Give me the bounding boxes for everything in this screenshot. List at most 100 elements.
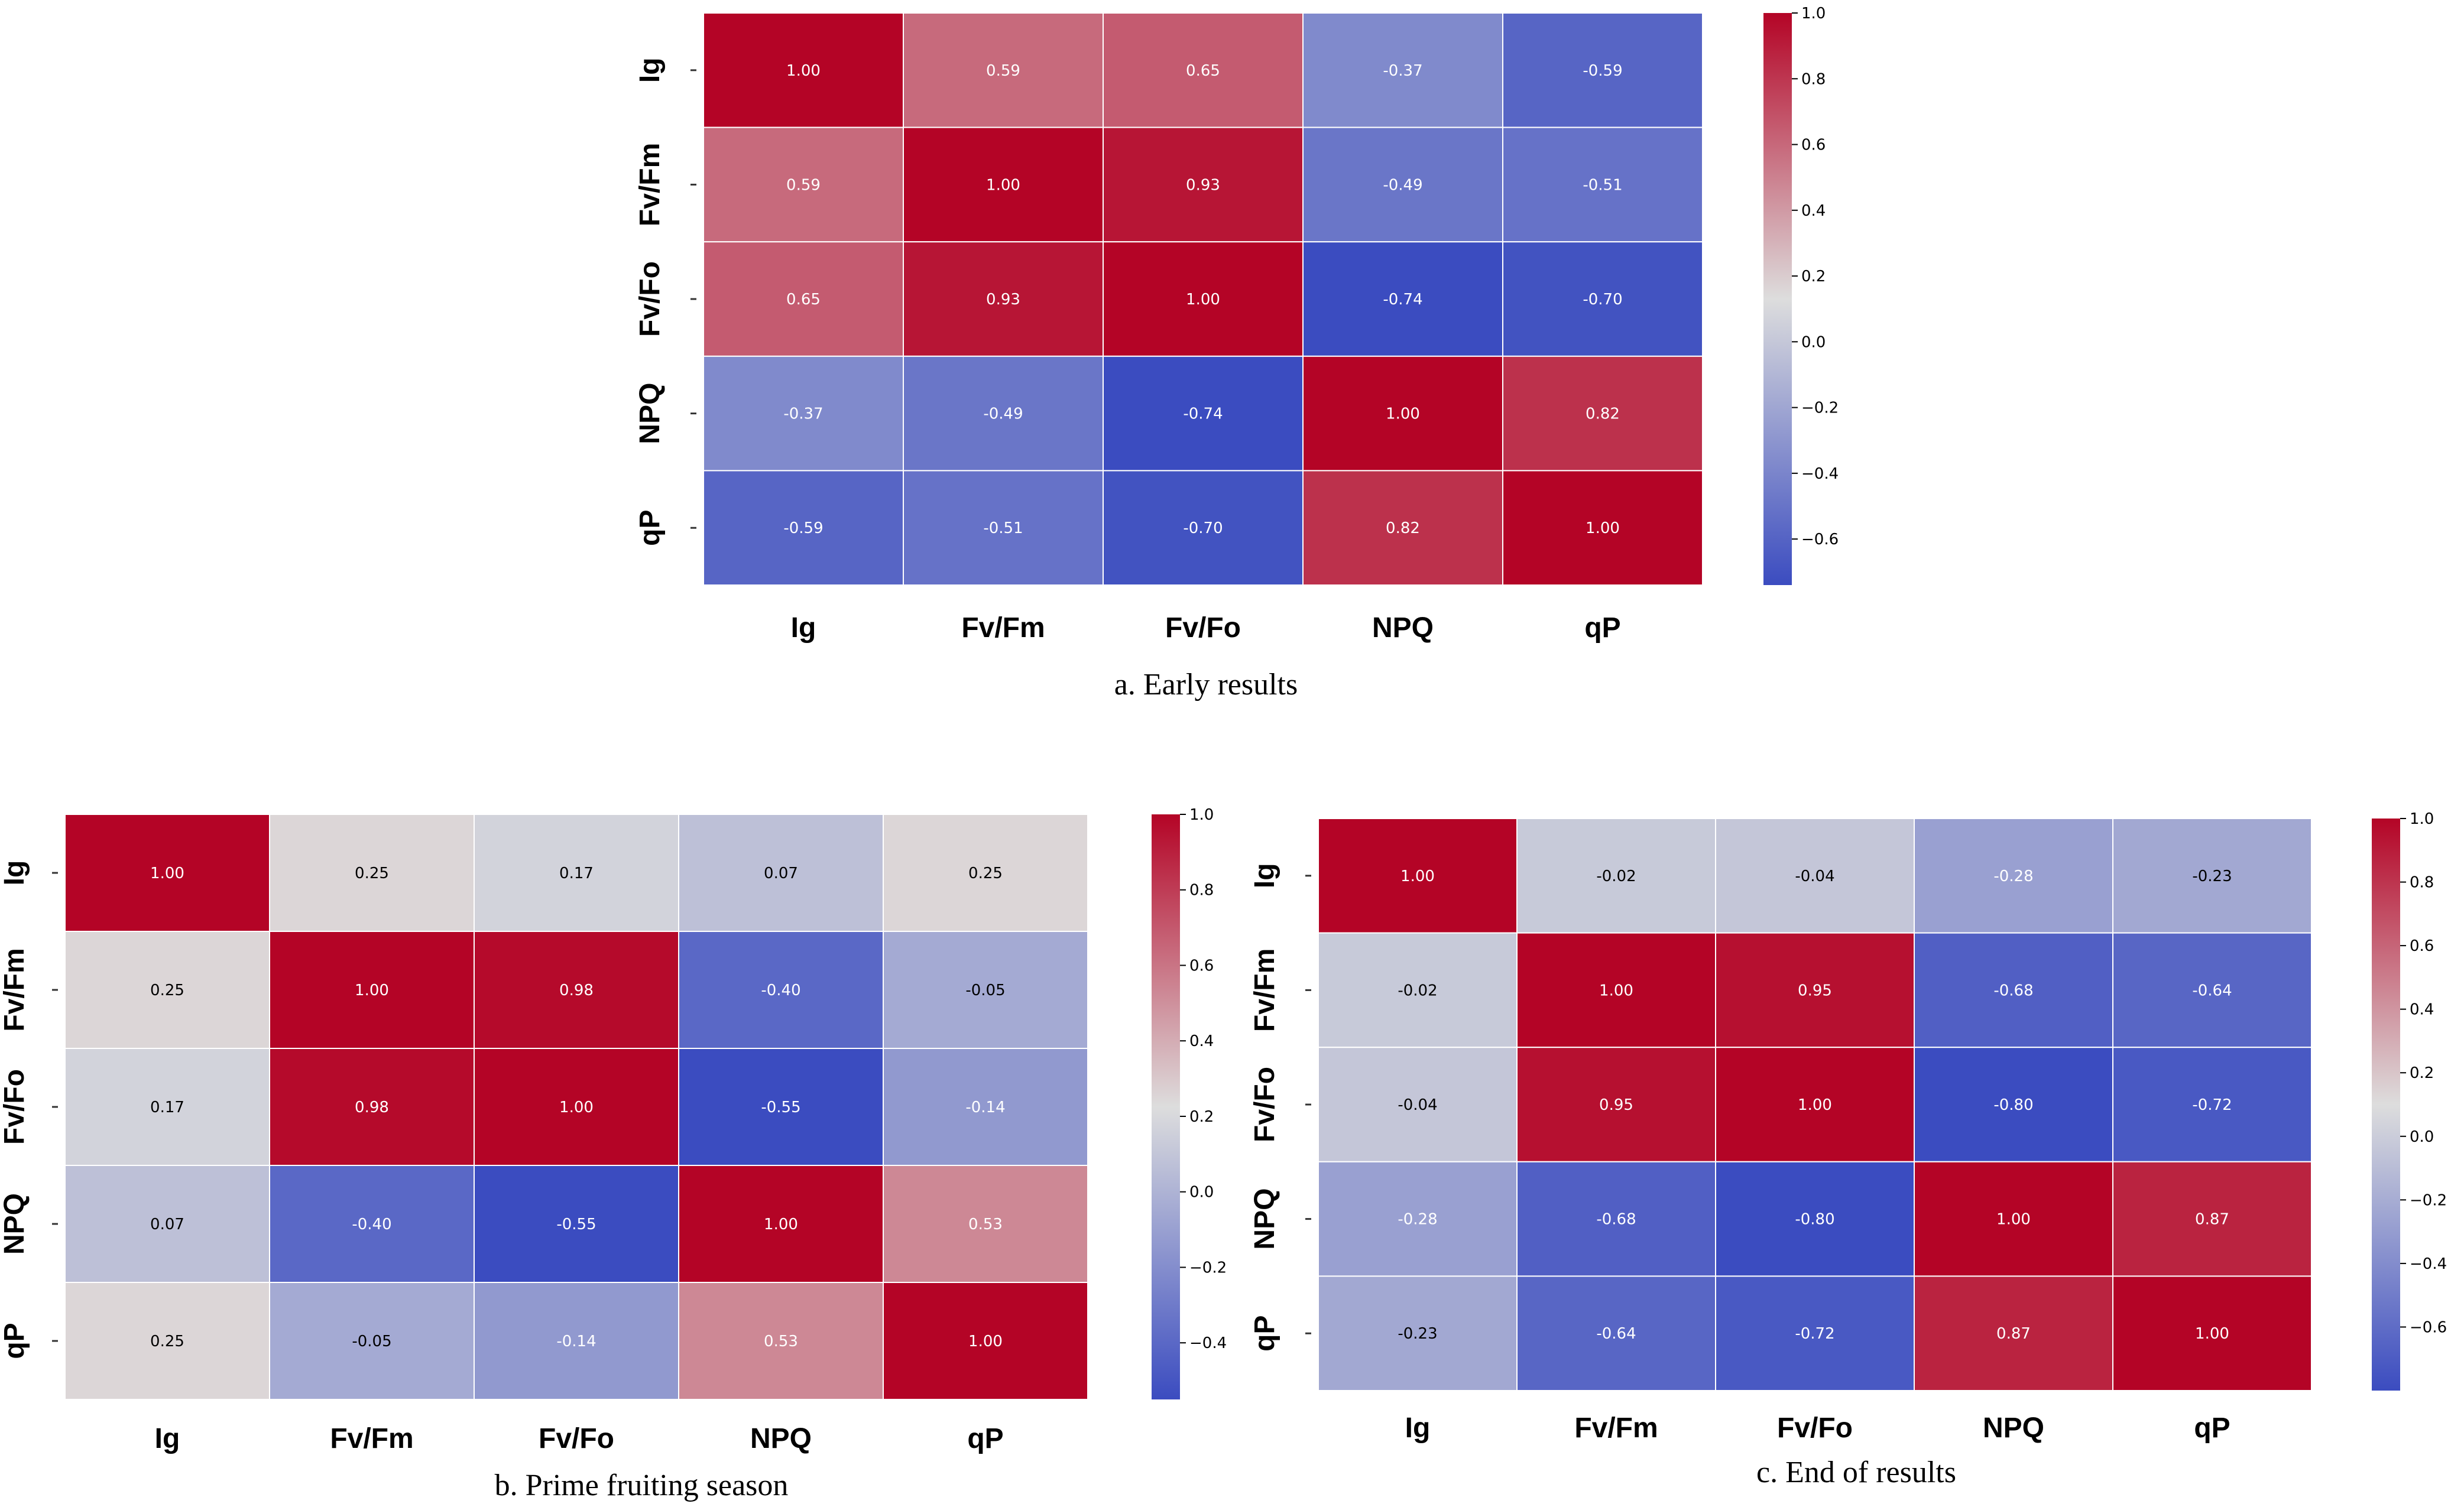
y-tick-label: Fv/Fm bbox=[634, 143, 666, 226]
cell-value-label: -0.74 bbox=[1383, 291, 1422, 308]
cell-value-label: -0.72 bbox=[2192, 1096, 2232, 1114]
cell-value-label: 0.82 bbox=[1586, 405, 1620, 423]
y-tick-label: qP bbox=[1249, 1316, 1280, 1352]
y-tick-label: qP bbox=[634, 510, 666, 546]
x-tick-label: Fv/Fm bbox=[1574, 1412, 1658, 1444]
heatmap-cell bbox=[1516, 818, 1716, 934]
cell-value-label: 0.65 bbox=[786, 291, 821, 308]
y-tick-label: Fv/Fo bbox=[1249, 1067, 1280, 1142]
colorbar-tick-label: 0.6 bbox=[2410, 937, 2434, 955]
heatmap-cell bbox=[64, 1282, 270, 1400]
heatmap-cell bbox=[1516, 932, 1716, 1048]
cell-value-label: -0.59 bbox=[783, 519, 823, 537]
cell-value-label: -0.51 bbox=[1583, 176, 1622, 194]
cell-value-label: -0.14 bbox=[965, 1099, 1005, 1116]
y-tick-label: Ig bbox=[1249, 863, 1280, 888]
cell-value-label: 1.00 bbox=[1599, 982, 1633, 999]
cell-value-label: -0.28 bbox=[1993, 868, 2033, 885]
cell-value-label: -0.68 bbox=[1993, 982, 2033, 999]
cell-value-label: 0.25 bbox=[968, 865, 1003, 882]
cell-value-label: 0.07 bbox=[150, 1216, 184, 1233]
cell-value-label: -0.74 bbox=[1183, 405, 1223, 423]
colorbar-tick-label: 0.6 bbox=[1801, 137, 1826, 154]
heatmap-cell bbox=[2112, 932, 2312, 1048]
heatmap-cell bbox=[903, 470, 1104, 586]
cell-value-label: -0.80 bbox=[1993, 1096, 2033, 1114]
y-tick-label: Fv/Fm bbox=[1249, 949, 1280, 1032]
cell-value-label: 0.95 bbox=[1798, 982, 1832, 999]
colorbar-tick-label: 0.0 bbox=[2410, 1128, 2434, 1146]
cell-value-label: 0.17 bbox=[150, 1099, 184, 1116]
heatmap-panel-b: 1.00 0.25 0.17 0.07 0.25 0.25 1.00 0.98 -0.40 -0.… bbox=[0, 806, 1227, 1454]
x-tick-label: Fv/Fo bbox=[1777, 1412, 1853, 1444]
cell-value-label: -0.72 bbox=[1795, 1325, 1834, 1343]
cell-value-label: -0.51 bbox=[983, 519, 1023, 537]
colorbar-tick-label: 1.0 bbox=[2410, 810, 2434, 828]
cell-value-label: 1.00 bbox=[1186, 291, 1220, 308]
colorbar bbox=[1152, 814, 1180, 1399]
caption-panel-a: a. Early results bbox=[1114, 668, 1298, 701]
cell-value-label: 0.25 bbox=[355, 865, 389, 882]
heatmap-cell bbox=[64, 1165, 270, 1283]
heatmap-cell bbox=[1914, 1275, 2113, 1391]
heatmap-cell bbox=[269, 814, 475, 932]
heatmap-cell bbox=[883, 1048, 1088, 1166]
cell-value-label: -0.70 bbox=[1183, 519, 1223, 537]
y-tick-label: Fv/Fo bbox=[634, 261, 666, 337]
heatmap-cell bbox=[474, 1282, 679, 1400]
heatmap-cell bbox=[883, 931, 1088, 1049]
cell-value-label: -0.55 bbox=[761, 1099, 800, 1116]
cell-value-label: 1.00 bbox=[355, 982, 389, 999]
cell-value-label: 0.17 bbox=[559, 865, 594, 882]
cell-value-label: -0.64 bbox=[1596, 1325, 1636, 1343]
colorbar-tick-label: 0.4 bbox=[1801, 202, 1826, 220]
cell-value-label: -0.02 bbox=[1398, 982, 1437, 999]
heatmap-cell bbox=[1516, 1161, 1716, 1277]
cell-value-label: -0.28 bbox=[1398, 1211, 1437, 1229]
heatmap-cell bbox=[1914, 1047, 2113, 1162]
x-tick-label: Fv/Fm bbox=[961, 612, 1045, 644]
cell-value-label: -0.14 bbox=[556, 1333, 596, 1350]
x-tick-label: Ig bbox=[1405, 1412, 1431, 1444]
cell-value-label: 0.07 bbox=[764, 865, 798, 882]
heatmap-cell bbox=[883, 814, 1088, 932]
heatmap-cell bbox=[1502, 241, 1703, 357]
cell-value-label: 0.87 bbox=[1996, 1325, 2031, 1343]
heatmap-cell bbox=[474, 931, 679, 1049]
cell-value-label: 0.65 bbox=[1186, 62, 1220, 80]
cell-value-label: -0.55 bbox=[556, 1216, 596, 1233]
cell-value-label: 1.00 bbox=[1400, 868, 1435, 885]
heatmap-cell bbox=[903, 12, 1104, 128]
cell-value-label: 0.53 bbox=[968, 1216, 1003, 1233]
cell-value-label: 1.00 bbox=[1798, 1096, 1832, 1114]
y-tick-label: qP bbox=[0, 1323, 30, 1359]
colorbar-tick-label: −0.4 bbox=[1801, 465, 1839, 483]
heatmap-cell bbox=[1914, 818, 2113, 934]
heatmap-cell bbox=[1516, 1047, 1716, 1162]
colorbar-tick-label: −0.2 bbox=[2410, 1191, 2447, 1209]
cell-value-label: 0.93 bbox=[1186, 176, 1220, 194]
heatmap-cell bbox=[703, 470, 904, 586]
cell-value-label: 0.95 bbox=[1599, 1096, 1633, 1114]
heatmap-cell bbox=[64, 931, 270, 1049]
cell-value-label: 1.00 bbox=[1586, 519, 1620, 537]
colorbar bbox=[1763, 13, 1792, 585]
heatmap-cell bbox=[1302, 12, 1503, 128]
heatmap-cell bbox=[1516, 1275, 1716, 1391]
heatmap-cell bbox=[1103, 126, 1304, 243]
heatmap-cell bbox=[903, 355, 1104, 472]
cell-value-label: 1.00 bbox=[764, 1216, 798, 1233]
heatmap-cell bbox=[1715, 1275, 1915, 1391]
x-tick-label: NPQ bbox=[750, 1423, 812, 1454]
x-tick-label: Ig bbox=[791, 612, 816, 644]
cell-value-label: 0.25 bbox=[150, 982, 184, 999]
cell-value-label: 1.00 bbox=[1386, 405, 1420, 423]
y-tick-label: Ig bbox=[0, 860, 30, 886]
x-tick-label: Fv/Fo bbox=[539, 1423, 614, 1454]
y-tick-label: Fv/Fo bbox=[0, 1069, 30, 1145]
colorbar bbox=[2372, 819, 2400, 1391]
x-tick-label: qP bbox=[2194, 1412, 2230, 1444]
heatmap-cell bbox=[1103, 12, 1304, 128]
cell-value-label: 1.00 bbox=[968, 1333, 1003, 1350]
